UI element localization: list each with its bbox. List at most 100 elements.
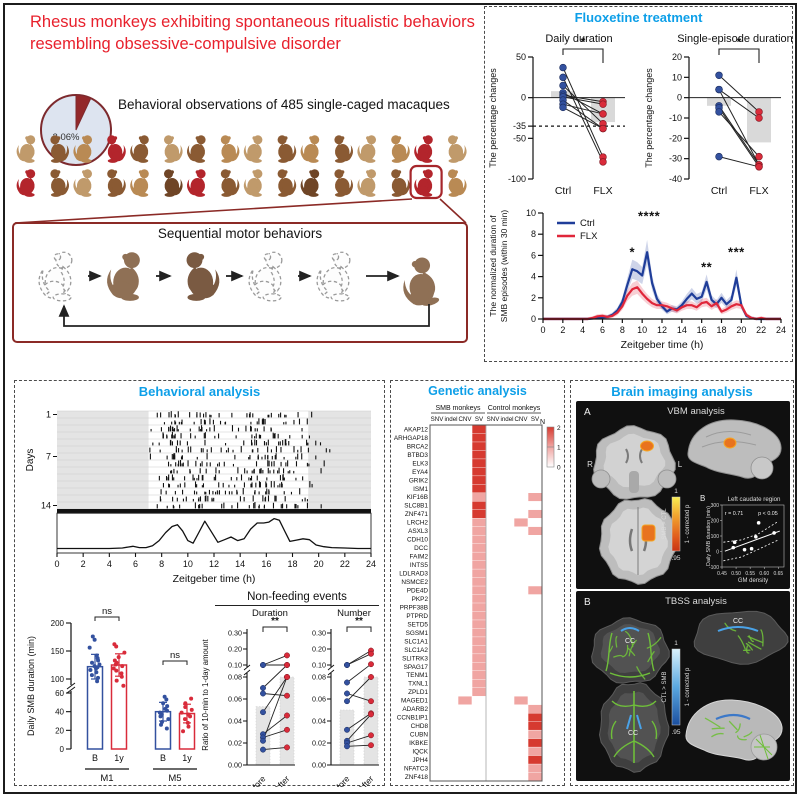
behavioral-analysis-panel: Behavioral analysis 1 7 14 Days 0 2 4 6 8 10 12 14 1… — [14, 380, 385, 787]
svg-text:12: 12 — [657, 325, 667, 335]
svg-text:SPAG17: SPAG17 — [404, 664, 429, 671]
svg-text:*: * — [581, 35, 586, 49]
svg-text:***: *** — [728, 244, 745, 259]
svg-text:CC: CC — [733, 618, 743, 625]
svg-text:40: 40 — [55, 708, 64, 717]
svg-text:FLX: FLX — [580, 231, 598, 242]
svg-text:8: 8 — [159, 559, 164, 569]
svg-text:Zeitgeber time (h): Zeitgeber time (h) — [621, 339, 704, 351]
genetic-analysis-panel: Genetic analysis SMB monkeys Control monk… — [390, 380, 565, 786]
svg-text:300: 300 — [711, 503, 720, 509]
svg-text:FLX: FLX — [749, 185, 768, 197]
svg-text:0: 0 — [531, 314, 536, 324]
svg-text:SNV: SNV — [431, 416, 445, 423]
svg-text:-50: -50 — [513, 133, 526, 143]
svg-text:A: A — [584, 407, 591, 418]
svg-text:CC: CC — [625, 638, 635, 645]
svg-text:GRIK2: GRIK2 — [409, 477, 429, 484]
svg-text:JPH4: JPH4 — [412, 757, 428, 764]
svg-text:Daily duration: Daily duration — [545, 33, 612, 45]
svg-text:Left caudate region: Left caudate region — [728, 496, 782, 503]
svg-text:2: 2 — [560, 325, 565, 335]
svg-text:0: 0 — [54, 559, 59, 569]
svg-text:SLC1A2: SLC1A2 — [404, 647, 428, 654]
svg-text:1: 1 — [46, 410, 51, 420]
svg-text:ZNF418: ZNF418 — [405, 774, 429, 781]
svg-text:Number: Number — [337, 608, 371, 619]
svg-text:Ctrl: Ctrl — [580, 218, 595, 229]
svg-text:CUBN: CUBN — [410, 732, 428, 739]
svg-text:16: 16 — [261, 559, 271, 569]
svg-text:0.20: 0.20 — [228, 645, 242, 654]
brain-panel-title: Brain imaging analysis — [611, 384, 753, 399]
svg-text:200: 200 — [51, 619, 65, 628]
svg-text:0.04: 0.04 — [228, 717, 242, 726]
svg-text:0: 0 — [716, 549, 719, 555]
svg-text:22: 22 — [756, 325, 766, 335]
svg-text:-100: -100 — [508, 174, 526, 184]
svg-text:SMB episodes (within 30 min): SMB episodes (within 30 min) — [499, 210, 509, 323]
svg-text:0: 0 — [557, 465, 561, 472]
svg-text:BTBD3: BTBD3 — [407, 452, 428, 459]
svg-text:20: 20 — [314, 559, 324, 569]
svg-text:.95: .95 — [671, 555, 680, 562]
svg-text:VBM analysis: VBM analysis — [667, 406, 725, 417]
svg-text:1y: 1y — [114, 753, 124, 763]
svg-text:2: 2 — [531, 293, 536, 303]
svg-text:INTS5: INTS5 — [410, 562, 429, 569]
svg-text:0.08: 0.08 — [312, 673, 326, 682]
svg-text:1y: 1y — [182, 753, 192, 763]
svg-text:24: 24 — [776, 325, 786, 335]
svg-text:SV: SV — [531, 416, 540, 423]
svg-text:N: N — [540, 419, 545, 426]
sequential-behaviors-box: Sequential motor behaviors — [12, 222, 468, 343]
svg-text:20: 20 — [672, 52, 682, 62]
svg-text:14: 14 — [235, 559, 245, 569]
svg-text:FAIM2: FAIM2 — [410, 554, 429, 561]
svg-text:14: 14 — [677, 325, 687, 335]
svg-text:SLC1A1: SLC1A1 — [404, 638, 428, 645]
single-episode-duration-chart: Single-episode duration The percentage ch… — [644, 33, 793, 197]
svg-text:1: 1 — [674, 488, 678, 495]
svg-text:LRCH2: LRCH2 — [407, 520, 428, 527]
svg-text:R: R — [587, 460, 593, 469]
svg-text:12: 12 — [209, 559, 219, 569]
svg-text:4: 4 — [580, 325, 585, 335]
svg-text:10: 10 — [637, 325, 647, 335]
svg-text:10: 10 — [183, 559, 193, 569]
svg-text:-30: -30 — [669, 154, 682, 164]
svg-text:2: 2 — [81, 559, 86, 569]
svg-text:ELK3: ELK3 — [412, 460, 428, 467]
svg-text:CTL > SMB: CTL > SMB — [662, 672, 668, 703]
svg-text:0.50: 0.50 — [731, 571, 741, 577]
behavioral-panel-title: Behavioral analysis — [138, 384, 261, 399]
svg-text:B: B — [700, 494, 705, 503]
svg-text:24: 24 — [366, 559, 376, 569]
svg-text:1 - corrected p: 1 - corrected p — [685, 667, 691, 706]
svg-text:CC: CC — [628, 730, 638, 737]
svg-text:Daily SMB duration (min): Daily SMB duration (min) — [26, 636, 36, 736]
svg-text:**: ** — [355, 616, 363, 627]
svg-text:IKBKE: IKBKE — [409, 740, 428, 747]
daily-smb-duration-chart: Daily SMB duration (min) 0 20 40 60 100 150 200… — [26, 606, 197, 784]
svg-text:0.08: 0.08 — [228, 673, 242, 682]
svg-text:-40: -40 — [669, 174, 682, 184]
svg-text:TXNL1: TXNL1 — [408, 681, 428, 688]
svg-text:Before: Before — [243, 773, 267, 787]
svg-text:-10: -10 — [669, 113, 682, 123]
sequential-behaviors-title: Sequential motor behaviors — [157, 226, 323, 241]
svg-text:8: 8 — [620, 325, 625, 335]
svg-text:0.02: 0.02 — [312, 739, 326, 748]
svg-text:**: ** — [271, 616, 279, 627]
svg-text:Single-episode duration: Single-episode duration — [677, 33, 793, 45]
svg-text:Ctrl: Ctrl — [555, 185, 571, 197]
svg-text:14: 14 — [41, 501, 51, 511]
svg-text:50: 50 — [516, 52, 526, 62]
svg-text:LDLRAD3: LDLRAD3 — [399, 571, 428, 578]
svg-text:IQCK: IQCK — [412, 749, 428, 756]
svg-text:B: B — [584, 597, 591, 608]
svg-text:0.45: 0.45 — [717, 571, 727, 577]
svg-text:10: 10 — [672, 72, 682, 82]
